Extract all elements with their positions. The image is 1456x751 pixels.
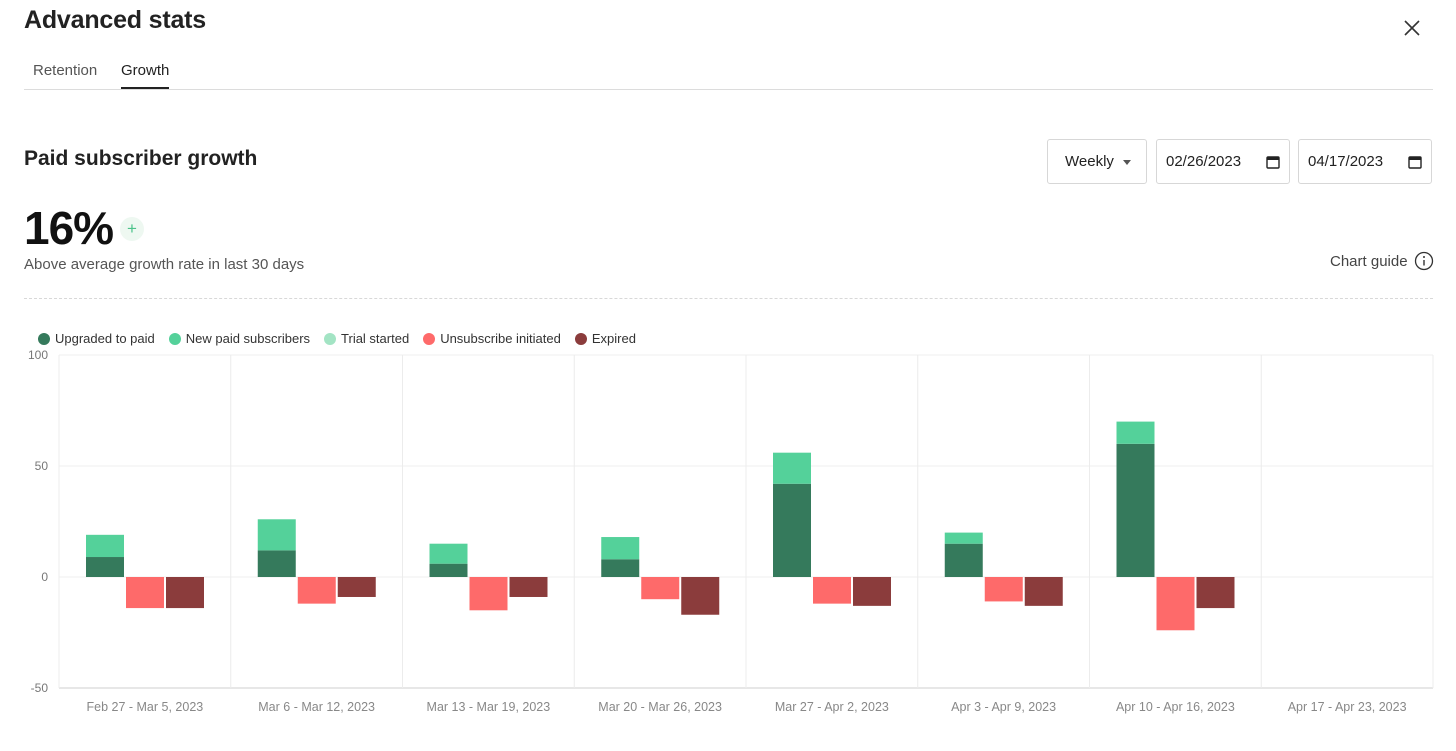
- bar: [601, 537, 640, 560]
- bar: [86, 557, 124, 577]
- bar: [773, 483, 811, 577]
- bar: [773, 452, 811, 484]
- y-tick-label: -50: [31, 681, 49, 695]
- legend-swatch: [38, 332, 50, 345]
- calendar-icon[interactable]: [1407, 154, 1423, 170]
- x-tick-label: Apr 10 - Apr 16, 2023: [1116, 700, 1235, 714]
- interval-select-value: Weekly: [1065, 153, 1114, 170]
- bar: [813, 577, 851, 604]
- legend-item[interactable]: Trial started: [324, 331, 409, 346]
- bar: [641, 577, 680, 600]
- bar: [601, 559, 640, 577]
- bar: [257, 550, 296, 577]
- bar: [1116, 421, 1155, 444]
- chart-legend: Upgraded to paid New paid subscribers Tria…: [38, 331, 636, 346]
- chart-guide-button[interactable]: Chart guide: [1330, 251, 1434, 271]
- bar: [257, 519, 296, 551]
- start-date-value: 02/26/2023: [1166, 153, 1242, 170]
- bar: [1156, 577, 1195, 631]
- chart-guide-label: Chart guide: [1330, 252, 1408, 270]
- info-icon: [1414, 251, 1433, 271]
- bar: [1196, 577, 1235, 609]
- calendar-icon[interactable]: [1265, 154, 1281, 170]
- page-title: Advanced stats: [24, 6, 206, 34]
- bar: [681, 577, 720, 615]
- legend-swatch: [168, 332, 181, 345]
- bar: [297, 577, 336, 604]
- interval-select[interactable]: Weekly: [1047, 139, 1147, 184]
- bar: [944, 532, 983, 544]
- bar: [1024, 577, 1063, 606]
- bar: [984, 577, 1023, 602]
- bar: [126, 577, 164, 609]
- y-tick-label: 50: [35, 459, 49, 473]
- chevron-down-icon: [1123, 160, 1131, 165]
- legend-label: Expired: [591, 331, 636, 346]
- legend-item[interactable]: Unsubscribe initiated: [423, 331, 561, 346]
- legend-label: Upgraded to paid: [55, 331, 155, 346]
- bar: [1116, 443, 1155, 577]
- growth-bar-chart: 100 50 0 -50 Feb 27 - Mar 5, 2023 Mar 6 - Mar…: [28, 348, 1434, 714]
- tab-bar: Retention Growth: [24, 58, 1433, 90]
- divider: [24, 298, 1433, 299]
- bar: [166, 577, 204, 609]
- legend-item[interactable]: New paid subscribers: [168, 331, 311, 346]
- section-title: Paid subscriber growth: [24, 147, 258, 170]
- bar: [429, 543, 468, 564]
- plus-icon: +: [120, 217, 144, 241]
- end-date-value: 04/17/2023: [1308, 153, 1384, 170]
- y-tick-label: 0: [41, 570, 48, 584]
- x-tick-label: Mar 27 - Apr 2, 2023: [775, 700, 889, 714]
- bar: [853, 577, 891, 606]
- x-tick-label: Apr 17 - Apr 23, 2023: [1288, 700, 1407, 714]
- x-tick-label: Feb 27 - Mar 5, 2023: [87, 700, 204, 714]
- growth-rate-description: Above average growth rate in last 30 day…: [24, 256, 305, 273]
- bar: [469, 577, 508, 611]
- x-tick-label: Apr 3 - Apr 9, 2023: [951, 700, 1056, 714]
- tab-retention[interactable]: Retention: [33, 62, 98, 79]
- legend-label: Trial started: [341, 331, 410, 346]
- legend-swatch: [574, 332, 587, 345]
- legend-label: New paid subscribers: [185, 331, 311, 346]
- legend-item[interactable]: Upgraded to paid: [38, 331, 155, 346]
- y-tick-label: 100: [28, 348, 48, 362]
- bar: [429, 563, 468, 577]
- legend-label: Unsubscribe initiated: [440, 331, 561, 346]
- tab-growth[interactable]: Growth: [121, 62, 170, 89]
- start-date-input[interactable]: 02/26/2023: [1156, 139, 1290, 184]
- x-tick-label: Mar 20 - Mar 26, 2023: [598, 700, 722, 714]
- legend-swatch: [324, 332, 337, 345]
- legend-item[interactable]: Expired: [574, 331, 636, 346]
- x-tick-label: Mar 13 - Mar 19, 2023: [427, 700, 551, 714]
- legend-swatch: [423, 332, 436, 345]
- x-tick-label: Mar 6 - Mar 12, 2023: [258, 700, 375, 714]
- end-date-input[interactable]: 04/17/2023: [1298, 139, 1432, 184]
- bar: [86, 534, 124, 558]
- bar: [944, 543, 983, 577]
- close-icon[interactable]: [1400, 16, 1424, 40]
- growth-rate-value: 16%: [24, 202, 114, 254]
- bar: [337, 577, 376, 597]
- bar: [509, 577, 548, 597]
